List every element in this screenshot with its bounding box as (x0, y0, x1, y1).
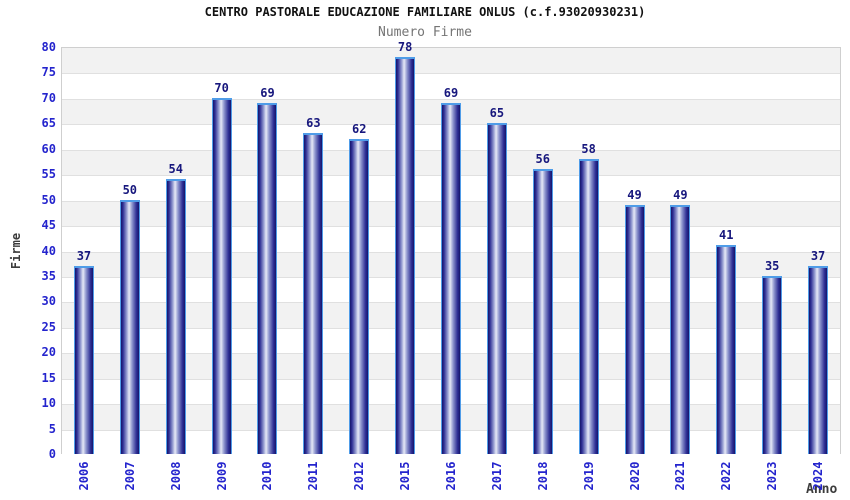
x-tick-label: 2020 (627, 461, 642, 491)
x-tick-label: 2019 (581, 461, 596, 491)
bar-2007 (119, 199, 140, 454)
x-tick-label: 2024 (811, 461, 826, 491)
bar-value-label: 37 (76, 248, 92, 263)
bar-value-label: 54 (168, 162, 183, 177)
x-tick-label: 2015 (398, 461, 413, 491)
bar-2023 (762, 275, 783, 454)
x-tick-label: 2006 (76, 461, 91, 491)
bar-2022 (716, 245, 737, 454)
bar-value-label: 70 (214, 80, 229, 95)
bar-value-label: 50 (122, 182, 138, 197)
gridline (62, 73, 840, 75)
bar-value-label: 56 (535, 152, 550, 167)
y-tick-label: 50 (41, 192, 56, 207)
y-axis-title: Firme (9, 232, 23, 269)
bar-2016 (441, 102, 461, 454)
bar-2011 (303, 133, 324, 454)
y-tick-label: 60 (41, 141, 56, 156)
x-tick-label: 2023 (765, 461, 780, 491)
bar-value-label: 58 (581, 141, 596, 156)
x-tick-label: 2009 (214, 461, 229, 491)
x-tick-label: 2012 (352, 461, 367, 491)
bar-value-label: 37 (810, 248, 826, 263)
y-tick-label: 10 (41, 396, 56, 411)
bar-2018 (532, 169, 553, 454)
y-tick-label: 70 (41, 90, 56, 105)
y-tick-label: 65 (41, 116, 56, 131)
grid-band (62, 48, 840, 74)
y-tick-label: 5 (48, 421, 56, 436)
y-tick-label: 25 (41, 319, 56, 334)
bar-2008 (165, 179, 186, 454)
bar-2024 (808, 265, 829, 454)
y-tick-label: 55 (41, 167, 56, 182)
x-axis-title: Anno (806, 482, 838, 497)
x-tick-label: 2022 (719, 461, 734, 491)
bar-value-label: 78 (397, 40, 413, 55)
y-tick-label: 15 (41, 370, 56, 385)
bar-value-label: 69 (443, 85, 459, 100)
bar-value-label: 49 (627, 187, 642, 202)
x-tick-label: 2007 (122, 461, 137, 491)
bar-value-label: 62 (352, 121, 367, 136)
x-tick-label: 2017 (489, 461, 504, 491)
x-tick-label: 2010 (260, 461, 275, 491)
y-tick-label: 40 (41, 243, 56, 258)
chart-subtitle: Numero Firme (378, 25, 472, 40)
y-tick-label: 0 (48, 447, 56, 461)
bar-value-label: 41 (719, 228, 734, 243)
bar-2006 (73, 265, 94, 454)
bar-2020 (624, 204, 645, 454)
y-tick-label: 45 (41, 218, 56, 233)
x-tick-label: 2016 (444, 461, 458, 491)
bar-2010 (257, 102, 278, 454)
bar-2021 (670, 204, 691, 454)
bar-2009 (211, 97, 232, 454)
x-tick-label: 2021 (673, 461, 688, 491)
x-tick-label: 2011 (306, 461, 321, 491)
bar-value-label: 63 (306, 116, 321, 131)
chart-title: CENTRO PASTORALE EDUCAZIONE FAMILIARE ON… (204, 5, 646, 19)
gridline (62, 98, 840, 100)
bar-2012 (349, 138, 370, 454)
y-tick-label: 20 (41, 345, 56, 360)
y-tick-label: 30 (41, 294, 56, 309)
bar-value-label: 65 (489, 106, 505, 121)
x-tick-label: 2018 (535, 461, 550, 491)
y-tick-label: 80 (41, 40, 56, 54)
bar-2015 (395, 57, 416, 454)
bar-value-label: 69 (260, 85, 275, 100)
bar-2019 (578, 158, 599, 454)
bar-2017 (486, 123, 507, 454)
bar-value-label: 35 (764, 258, 780, 273)
x-tick-label: 2008 (168, 461, 183, 491)
y-tick-label: 35 (41, 268, 56, 283)
grid-band (62, 73, 840, 99)
bar-value-label: 49 (673, 187, 688, 202)
y-tick-label: 75 (41, 65, 56, 80)
